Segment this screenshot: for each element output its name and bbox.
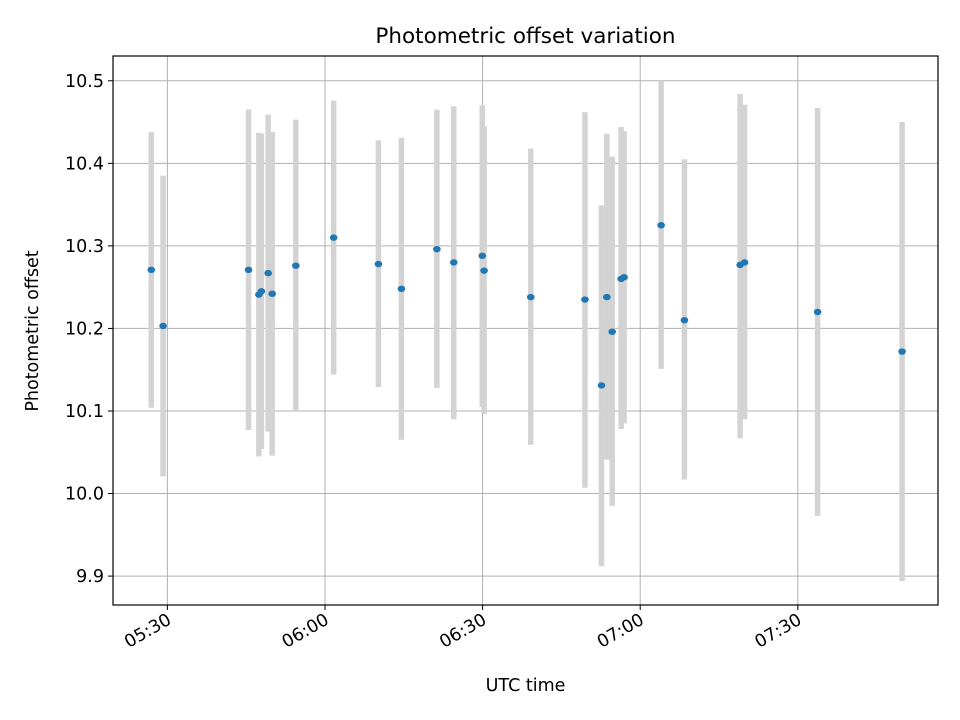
data-point [620,274,628,281]
chart-title: Photometric offset variation [375,24,675,49]
y-tick-label: 10.0 [65,485,104,505]
data-point [898,348,906,355]
data-point [603,293,611,301]
data-point [480,267,488,274]
data-point [608,328,616,335]
data-point [526,293,535,301]
y-tick-label: 10.1 [65,402,104,422]
y-tick-label: 10.2 [65,319,104,339]
data-point [329,234,338,241]
y-tick-label: 10.3 [65,237,104,257]
data-point [292,262,300,269]
plot-frame [112,55,939,606]
y-axis-ticks: 9.9 10.0 10.1 10.2 10.3 10.4 10.5 [65,72,113,587]
x-axis-label: UTC time [486,676,566,696]
data-point [374,260,383,268]
data-point [147,266,156,274]
data-point [268,290,276,297]
data-point [597,382,606,389]
y-axis-label: Photometric offset [23,250,43,411]
data-point [159,322,167,330]
data-point [581,296,589,303]
data-point [433,245,441,253]
data-point [257,288,266,295]
data-point [397,285,406,293]
data-point [813,308,822,316]
data-point [244,266,253,274]
data-point [740,259,749,266]
data-point [264,269,272,277]
data-point [657,222,665,229]
data-point [478,252,487,259]
y-tick-label: 10.4 [65,154,104,174]
y-tick-label: 10.5 [65,72,104,92]
data-point [680,316,689,324]
data-points [147,222,906,389]
y-tick-label: 9.9 [76,567,104,587]
data-point [449,259,458,266]
